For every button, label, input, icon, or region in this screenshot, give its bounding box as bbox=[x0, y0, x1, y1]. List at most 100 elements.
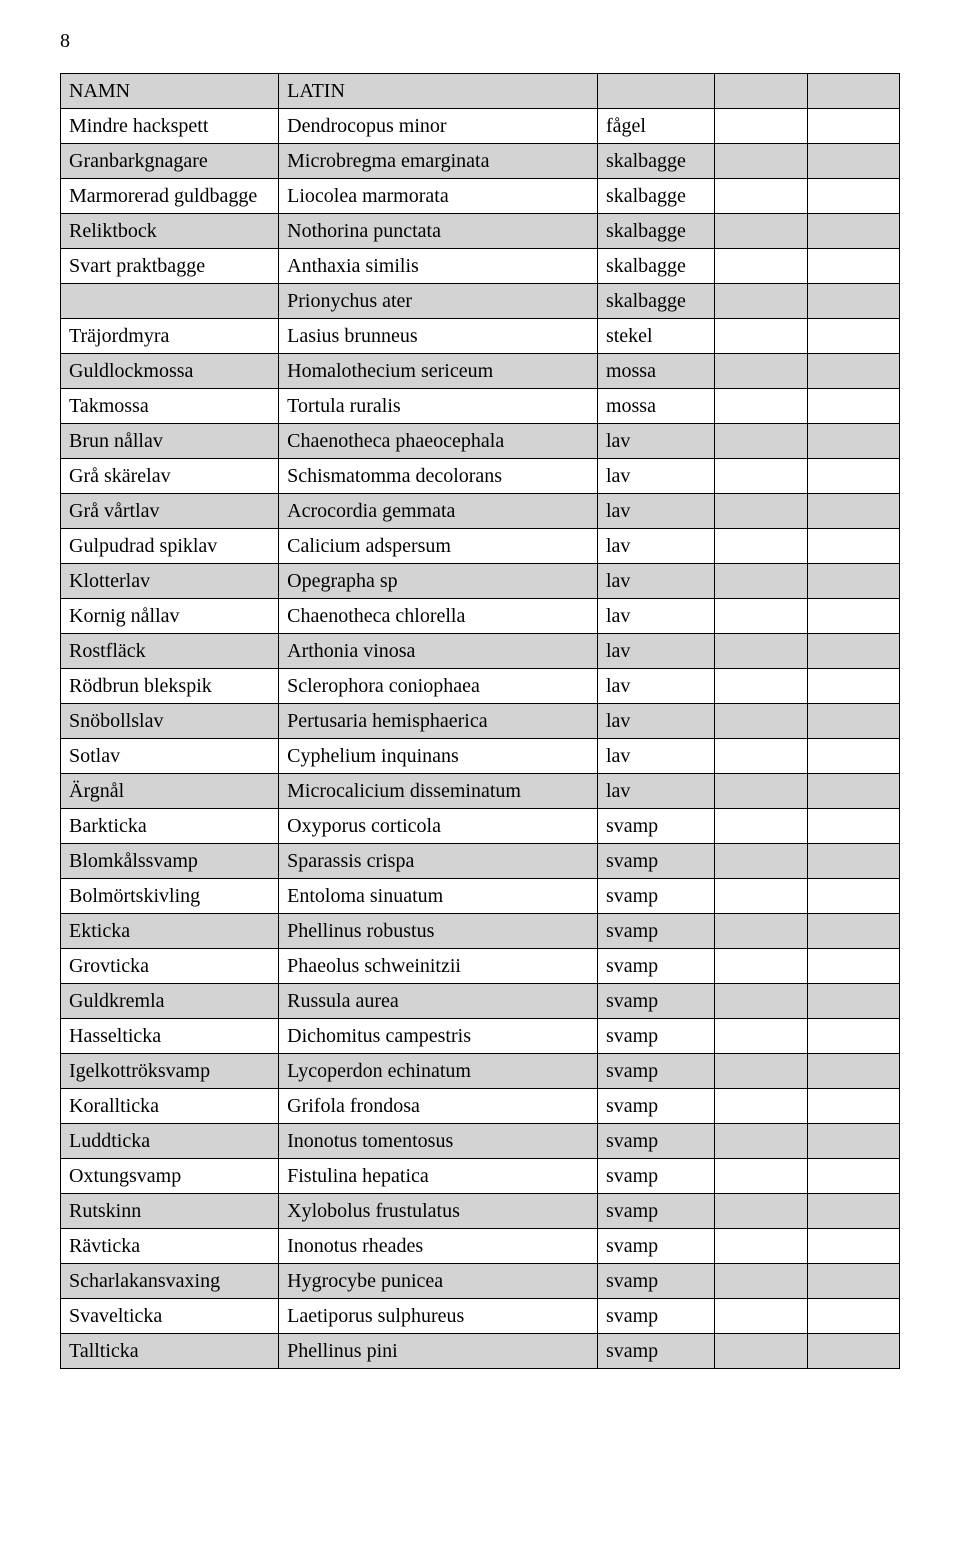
cell-empty-4 bbox=[715, 214, 807, 249]
cell-empty-4 bbox=[715, 1229, 807, 1264]
header-col5 bbox=[807, 74, 899, 109]
cell-latin: Fistulina hepatica bbox=[279, 1159, 598, 1194]
table-row: LuddtickaInonotus tomentosussvamp bbox=[61, 1124, 900, 1159]
cell-empty-5 bbox=[807, 459, 899, 494]
cell-name: Grå skärelav bbox=[61, 459, 279, 494]
species-table: NAMN LATIN Mindre hackspettDendrocopus m… bbox=[60, 73, 900, 1369]
cell-name: Gulpudrad spiklav bbox=[61, 529, 279, 564]
table-row: GuldkremlaRussula aureasvamp bbox=[61, 984, 900, 1019]
cell-name: Ärgnål bbox=[61, 774, 279, 809]
cell-name: Korallticka bbox=[61, 1089, 279, 1124]
cell-name: Ekticka bbox=[61, 914, 279, 949]
table-row: IgelkottröksvampLycoperdon echinatumsvam… bbox=[61, 1054, 900, 1089]
table-row: TräjordmyraLasius brunneusstekel bbox=[61, 319, 900, 354]
cell-latin: Cyphelium inquinans bbox=[279, 739, 598, 774]
table-row: OxtungsvampFistulina hepaticasvamp bbox=[61, 1159, 900, 1194]
table-row: Mindre hackspettDendrocopus minorfågel bbox=[61, 109, 900, 144]
cell-category: skalbagge bbox=[597, 179, 714, 214]
cell-category: skalbagge bbox=[597, 284, 714, 319]
cell-latin: Oxyporus corticola bbox=[279, 809, 598, 844]
cell-category: svamp bbox=[597, 984, 714, 1019]
cell-empty-5 bbox=[807, 249, 899, 284]
cell-empty-5 bbox=[807, 1089, 899, 1124]
cell-empty-5 bbox=[807, 319, 899, 354]
cell-empty-4 bbox=[715, 1019, 807, 1054]
cell-empty-4 bbox=[715, 564, 807, 599]
header-latin: LATIN bbox=[279, 74, 598, 109]
cell-category: lav bbox=[597, 424, 714, 459]
cell-latin: Sparassis crispa bbox=[279, 844, 598, 879]
cell-empty-4 bbox=[715, 389, 807, 424]
cell-empty-5 bbox=[807, 284, 899, 319]
cell-empty-4 bbox=[715, 354, 807, 389]
cell-empty-4 bbox=[715, 809, 807, 844]
cell-name: Mindre hackspett bbox=[61, 109, 279, 144]
cell-empty-5 bbox=[807, 109, 899, 144]
cell-latin: Lycoperdon echinatum bbox=[279, 1054, 598, 1089]
cell-empty-5 bbox=[807, 1334, 899, 1369]
table-row: Grå vårtlavAcrocordia gemmatalav bbox=[61, 494, 900, 529]
cell-name: Rostfläck bbox=[61, 634, 279, 669]
cell-name: Träjordmyra bbox=[61, 319, 279, 354]
cell-latin: Phellinus robustus bbox=[279, 914, 598, 949]
cell-empty-4 bbox=[715, 319, 807, 354]
cell-empty-4 bbox=[715, 109, 807, 144]
cell-category: svamp bbox=[597, 1159, 714, 1194]
table-row: Gulpudrad spiklavCalicium adspersumlav bbox=[61, 529, 900, 564]
cell-empty-4 bbox=[715, 599, 807, 634]
cell-category: lav bbox=[597, 774, 714, 809]
cell-empty-4 bbox=[715, 914, 807, 949]
cell-name: Luddticka bbox=[61, 1124, 279, 1159]
cell-latin: Lasius brunneus bbox=[279, 319, 598, 354]
cell-empty-5 bbox=[807, 144, 899, 179]
cell-category: lav bbox=[597, 599, 714, 634]
cell-latin: Inonotus tomentosus bbox=[279, 1124, 598, 1159]
cell-empty-4 bbox=[715, 879, 807, 914]
cell-latin: Dendrocopus minor bbox=[279, 109, 598, 144]
table-row: SvaveltickaLaetiporus sulphureussvamp bbox=[61, 1299, 900, 1334]
cell-name: Takmossa bbox=[61, 389, 279, 424]
cell-empty-4 bbox=[715, 1159, 807, 1194]
cell-empty-5 bbox=[807, 1229, 899, 1264]
cell-latin: Microbregma emarginata bbox=[279, 144, 598, 179]
cell-category: lav bbox=[597, 669, 714, 704]
cell-empty-5 bbox=[807, 1159, 899, 1194]
table-row: GranbarkgnagareMicrobregma emarginataska… bbox=[61, 144, 900, 179]
cell-latin: Chaenotheca chlorella bbox=[279, 599, 598, 634]
cell-category: svamp bbox=[597, 1264, 714, 1299]
table-row: ÄrgnålMicrocalicium disseminatumlav bbox=[61, 774, 900, 809]
header-name: NAMN bbox=[61, 74, 279, 109]
cell-name: Rutskinn bbox=[61, 1194, 279, 1229]
cell-name: Reliktbock bbox=[61, 214, 279, 249]
cell-name: Sotlav bbox=[61, 739, 279, 774]
table-row: Rödbrun blekspikSclerophora coniophaeala… bbox=[61, 669, 900, 704]
cell-empty-5 bbox=[807, 389, 899, 424]
cell-empty-5 bbox=[807, 704, 899, 739]
cell-empty-5 bbox=[807, 1194, 899, 1229]
cell-latin: Schismatomma decolorans bbox=[279, 459, 598, 494]
cell-latin: Homalothecium sericeum bbox=[279, 354, 598, 389]
cell-latin: Hygrocybe punicea bbox=[279, 1264, 598, 1299]
cell-name: Igelkottröksvamp bbox=[61, 1054, 279, 1089]
cell-category: svamp bbox=[597, 914, 714, 949]
cell-name: Snöbollslav bbox=[61, 704, 279, 739]
cell-category: skalbagge bbox=[597, 144, 714, 179]
cell-latin: Dichomitus campestris bbox=[279, 1019, 598, 1054]
cell-empty-4 bbox=[715, 949, 807, 984]
cell-name: Svavelticka bbox=[61, 1299, 279, 1334]
cell-name: Granbarkgnagare bbox=[61, 144, 279, 179]
cell-empty-5 bbox=[807, 634, 899, 669]
cell-latin: Microcalicium disseminatum bbox=[279, 774, 598, 809]
table-row: EktickaPhellinus robustussvamp bbox=[61, 914, 900, 949]
cell-name: Scharlakansvaxing bbox=[61, 1264, 279, 1299]
table-body: Mindre hackspettDendrocopus minorfågelGr… bbox=[61, 109, 900, 1369]
cell-category: svamp bbox=[597, 1124, 714, 1159]
cell-category: lav bbox=[597, 564, 714, 599]
cell-latin: Anthaxia similis bbox=[279, 249, 598, 284]
cell-empty-5 bbox=[807, 179, 899, 214]
cell-empty-5 bbox=[807, 599, 899, 634]
table-row: BlomkålssvampSparassis crispasvamp bbox=[61, 844, 900, 879]
cell-latin: Liocolea marmorata bbox=[279, 179, 598, 214]
header-col3 bbox=[597, 74, 714, 109]
cell-category: lav bbox=[597, 459, 714, 494]
